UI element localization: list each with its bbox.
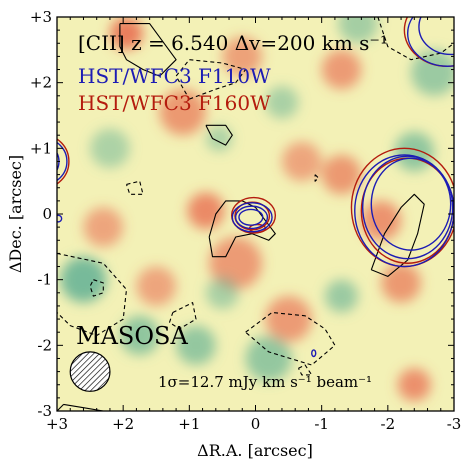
- f110w-contour: [406, 17, 454, 67]
- intensity-blob: [324, 279, 359, 313]
- intensity-blob: [321, 49, 362, 90]
- intensity-blob: [338, 17, 378, 44]
- f160w-contour: [230, 196, 277, 234]
- intensity-blob: [136, 266, 177, 306]
- intensity-blob: [109, 17, 144, 50]
- x-tick-label: 0: [251, 415, 261, 433]
- x-tick-label: +3: [46, 415, 68, 433]
- intensity-blob: [209, 236, 263, 290]
- cii-contour-negative: [175, 59, 247, 100]
- x-tick-label: +2: [112, 415, 134, 433]
- intensity-blob: [90, 128, 130, 169]
- f110w-contour: [57, 214, 63, 223]
- cii-contour-positive: [370, 193, 425, 277]
- f110w-contour: [361, 155, 454, 260]
- f110w-contour: [370, 157, 452, 251]
- x-tick-label: -2: [381, 415, 396, 433]
- plot-area: [57, 17, 454, 411]
- y-tick-label: -3: [37, 402, 52, 420]
- intensity-blob: [245, 335, 292, 382]
- legend-f110w: HST/WFC3 F110W: [78, 64, 271, 88]
- intensity-blob: [83, 207, 124, 247]
- intensity-blob: [410, 49, 454, 96]
- y-tick-label: -2: [37, 336, 52, 354]
- f110w-contour: [354, 154, 454, 268]
- legend-f160w: HST/WFC3 F160W: [78, 91, 271, 115]
- x-tick-label: -3: [447, 415, 462, 433]
- cii-contour-negative: [314, 174, 319, 182]
- cii-contour-positive: [119, 23, 177, 77]
- survey-label: MASOSA: [76, 322, 188, 350]
- intensity-blob: [187, 192, 225, 230]
- intensity-blob: [321, 154, 362, 195]
- intensity-blob: [176, 325, 216, 366]
- f110w-contour: [311, 349, 317, 358]
- x-axis-label: ΔR.A. [arcsec]: [197, 441, 313, 460]
- beam-ellipse: [69, 351, 111, 392]
- x-tick-label: -1: [314, 415, 329, 433]
- f110w-contour: [57, 141, 68, 182]
- cii-contour-negative: [298, 364, 313, 376]
- y-tick-label: +2: [30, 74, 52, 92]
- noise-label: 1σ=12.7 mJy km s⁻¹ beam⁻¹: [158, 373, 372, 391]
- cii-contour-negative: [245, 311, 336, 366]
- f110w-contours: [57, 17, 454, 358]
- cii-contour-negative: [89, 279, 104, 297]
- y-axis-label: ΔDec. [arcsec]: [6, 155, 25, 273]
- intensity-blob: [119, 315, 160, 356]
- intensity-blob: [265, 85, 299, 119]
- cii-contour-negative: [125, 180, 144, 195]
- f110w-contour: [418, 17, 454, 56]
- f110w-contour: [234, 205, 269, 230]
- cii-contour-negative: [57, 252, 128, 337]
- cii-contour-positive: [208, 200, 276, 258]
- cii-contour-positive: [57, 403, 104, 411]
- x-tick-label: +1: [178, 415, 200, 433]
- y-tick-label: +1: [30, 139, 52, 157]
- tick-marks: [57, 17, 455, 412]
- f110w-contour: [231, 202, 273, 233]
- cii-contour-positive: [205, 124, 233, 146]
- intensity-blob: [60, 256, 107, 303]
- cii-contour-negative: [377, 17, 454, 61]
- f160w-contour: [57, 138, 70, 185]
- y-tick-labels: +3 +2 +1 0 -1 -2 -3: [30, 8, 52, 420]
- intensity-blob: [381, 263, 421, 303]
- y-tick-label: 0: [42, 205, 52, 223]
- intensity-blob: [281, 141, 322, 182]
- legend-cii: [CII] z = 6.540 Δv=200 km s⁻¹: [78, 31, 388, 55]
- intensity-blob: [205, 276, 239, 310]
- cii-contour-negative: [168, 302, 197, 330]
- intensity-blob: [265, 296, 312, 343]
- y-tick-label: -1: [37, 271, 52, 289]
- intensity-blob: [394, 131, 435, 172]
- intensity-blob: [159, 89, 206, 136]
- x-tick-labels: +3 +2 +1 0 -1 -2 -3: [46, 415, 461, 433]
- y-tick-label: +3: [30, 8, 52, 26]
- cii-contours: [57, 17, 454, 411]
- intensity-blob: [397, 368, 431, 402]
- f110w-contour: [238, 208, 264, 226]
